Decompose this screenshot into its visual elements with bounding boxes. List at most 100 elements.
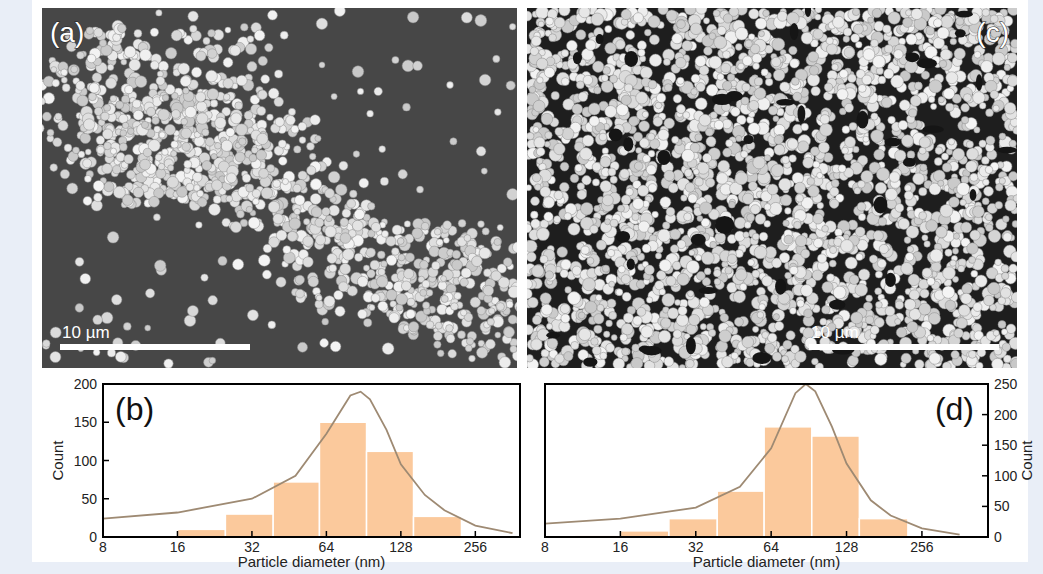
particle [84,175,91,182]
particle [310,180,321,191]
particle [246,206,252,212]
particle [413,61,423,71]
particle [434,341,441,348]
particle [119,143,127,151]
particle [516,304,517,313]
particle [275,70,283,78]
micrograph-background [42,8,517,368]
particle [267,114,274,121]
particle [420,261,429,270]
particle [478,221,485,228]
particle [258,90,267,99]
micrograph-background [527,8,1017,368]
particle [168,165,174,171]
particle [334,290,343,299]
particle [536,8,549,19]
particle [124,46,136,58]
particle [83,196,92,205]
particle [83,159,92,168]
particle [315,300,323,308]
particle [406,310,415,319]
particle [275,117,284,126]
particle [128,128,135,135]
particle [64,144,72,152]
particle [286,116,296,126]
particle [226,128,235,137]
particle [156,77,165,86]
particle [273,214,283,224]
particle [102,163,112,173]
particle [299,137,306,144]
particle [215,117,226,128]
particle [357,88,363,94]
particle [253,198,260,205]
particle [392,56,399,63]
particle [268,321,276,329]
particle [263,244,272,253]
particle [295,195,305,205]
particle [241,23,249,31]
particle [107,232,119,244]
particle [322,318,329,325]
particle [261,187,273,199]
particle [503,258,512,267]
particle [461,268,471,278]
particle [180,76,191,87]
particle [197,190,204,197]
particle [94,28,103,37]
particle [268,201,279,212]
particle [158,109,170,121]
particle [441,276,447,282]
particle [157,71,163,77]
particle [147,107,156,116]
particle [494,109,501,116]
particle [460,310,466,316]
particle [407,298,415,306]
particle [447,82,454,89]
particle [50,164,58,172]
particle [396,293,408,305]
particle [237,210,245,218]
particle [1009,264,1017,273]
particle [506,81,515,90]
particle [257,107,266,116]
particle [494,238,501,245]
particle [202,161,212,171]
particle [236,124,248,136]
particle [223,94,230,101]
particle [842,126,850,134]
particle [167,176,179,188]
particle [370,260,380,270]
particle [324,296,335,307]
particle [315,218,324,227]
particle [343,249,355,261]
particle [322,207,330,215]
particle [350,190,358,198]
particle [504,327,515,338]
particle [338,282,348,292]
particle [452,250,460,258]
particle [339,161,348,170]
particle [409,322,419,332]
particle [329,205,340,216]
particle [369,304,375,310]
particle [294,146,301,153]
particle [61,69,68,76]
particle [382,230,389,237]
particle [336,184,348,196]
particle [156,169,166,179]
particle [150,61,159,70]
particle [102,129,112,139]
particle [296,289,305,298]
particle [209,357,216,364]
particle [107,349,115,357]
particle [42,112,51,121]
particle [242,174,251,183]
particle [307,142,315,150]
particle [298,342,308,352]
particle [510,346,517,353]
particle [310,115,320,125]
particle [133,100,141,108]
particle [454,292,461,299]
particle [358,309,367,318]
